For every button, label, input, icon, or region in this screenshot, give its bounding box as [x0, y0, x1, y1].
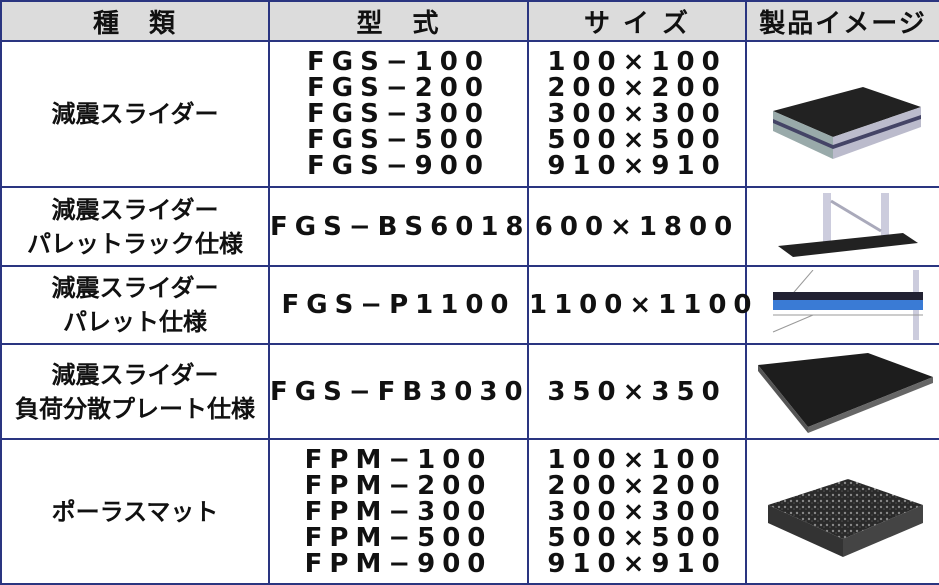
- type-cell: 減震スライダー負荷分散プレート仕様: [0, 343, 270, 440]
- header-cell: サ イ ズ: [527, 0, 747, 42]
- cell-line: パレットラック仕様: [27, 229, 243, 258]
- cell-line: FGS−900: [307, 151, 490, 181]
- cell-line: 350×350: [547, 376, 727, 407]
- cell-line: 負荷分散プレート仕様: [15, 394, 255, 423]
- product-image: [772, 270, 923, 340]
- image-cell: [745, 186, 939, 267]
- cell-line: 910×910: [547, 548, 727, 579]
- type-cell: 減震スライダー パレット仕様: [0, 265, 270, 345]
- cell-line: FPM−100: [304, 444, 493, 475]
- cell-line: 300×300: [547, 496, 727, 527]
- cell-line: 1100×1100: [529, 290, 759, 320]
- product-image: [778, 192, 918, 257]
- size-cell: 100×100 200×200 300×300 500×500 910×910: [527, 40, 747, 188]
- header-cell: 製品イメージ: [745, 0, 939, 42]
- cell-line: FPM−500: [304, 522, 493, 553]
- cell-line: FPM−900: [304, 548, 493, 579]
- product-image: [773, 87, 921, 159]
- model-cell: FGS−FB3030: [268, 343, 530, 440]
- cell-line: 減震スライダー: [51, 360, 219, 389]
- cell-line: 500×500: [547, 522, 727, 553]
- cell-line: 減震スライダー: [51, 195, 219, 224]
- cell-line: 500×500: [547, 125, 727, 155]
- header-cell: 型 式: [268, 0, 529, 42]
- cell-line: 200×200: [547, 73, 727, 103]
- header-row: 種 類 型 式 サ イ ズ 製品イメージ: [0, 0, 939, 42]
- cell-line: FGS−BS6018: [270, 211, 531, 242]
- size-cell: 1100×1100: [527, 265, 759, 345]
- size-cell: 100×100 200×200 300×300 500×500 910×910: [527, 438, 747, 585]
- cell-line: ポーラスマット: [51, 497, 219, 526]
- cell-line: 100×100: [547, 444, 727, 475]
- cell-line: 600×1800: [534, 211, 740, 242]
- row: 減震スライダー負荷分散プレート仕様 FGS−FB3030 350×350: [0, 343, 939, 440]
- cell-line: 910×910: [547, 151, 727, 181]
- header-cell: 種 類: [0, 0, 270, 42]
- cell-line: 200×200: [547, 470, 727, 501]
- model-cell: FGS−P1100: [268, 265, 529, 345]
- cell-line: FGS−FB3030: [270, 376, 530, 407]
- cell-line: 減震スライダー: [51, 100, 219, 128]
- model-cell: FGS−BS6018: [268, 186, 531, 267]
- product-image: [758, 352, 933, 433]
- row: 減震スライダー パレットラック仕様 FGS−BS6018 600×1800: [0, 186, 939, 267]
- image-cell: [745, 265, 939, 345]
- cell-line: FGS−300: [307, 99, 490, 129]
- cell-line: FGS−P1100: [281, 290, 516, 320]
- row: 減震スライダー FGS−100 FGS−200 FGS−300 FGS−500 FGS−…: [0, 40, 939, 188]
- row: ポーラスマット FPM−100 FPM−200 FPM−300 FPM−500 FPM−…: [0, 438, 939, 585]
- size-cell: 600×1800: [527, 186, 747, 267]
- type-cell: 減震スライダー パレットラック仕様: [0, 186, 270, 267]
- cell-line: FGS−500: [307, 125, 490, 155]
- model-cell: FPM−100 FPM−200 FPM−300 FPM−500 FPM−900: [268, 438, 529, 585]
- cell-line: FGS−100: [307, 47, 490, 77]
- size-cell: 350×350: [527, 343, 747, 440]
- row: 減震スライダー パレット仕様 FGS−P1100 1100×1100: [0, 265, 939, 345]
- cell-line: 100×100: [547, 47, 727, 77]
- cell-line: パレット仕様: [63, 308, 207, 336]
- cell-line: FGS−200: [307, 73, 490, 103]
- cell-line: FPM−200: [304, 470, 493, 501]
- cell-line: 減震スライダー: [51, 274, 219, 302]
- product-image: [768, 478, 923, 557]
- type-cell: ポーラスマット: [0, 438, 270, 585]
- image-cell: [745, 40, 939, 188]
- model-cell: FGS−100 FGS−200 FGS−300 FGS−500 FGS−900: [268, 40, 529, 188]
- cell-line: FPM−300: [304, 496, 493, 527]
- cell-line: 300×300: [547, 99, 727, 129]
- image-cell: [745, 343, 939, 440]
- image-cell: [745, 438, 939, 585]
- type-cell: 減震スライダー: [0, 40, 270, 188]
